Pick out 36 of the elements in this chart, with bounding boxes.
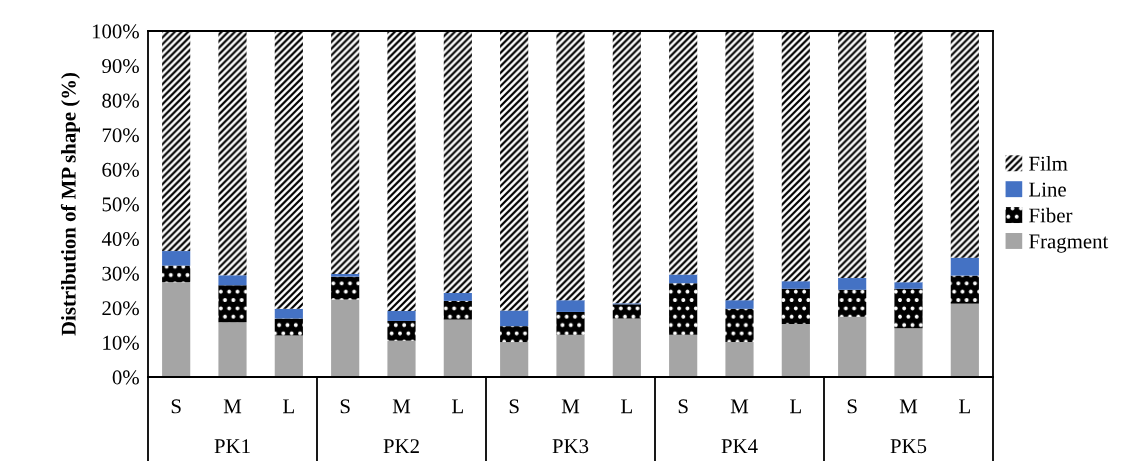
x-tick-label: S [678,399,688,414]
text: PK3 [552,439,589,454]
x-tick-label: M [561,399,580,414]
x-tick-label: S [340,399,350,414]
y-tick-label: 80% [102,93,139,108]
legend-label: Film [1029,156,1068,171]
text: PK1 [214,439,250,453]
text: PK2 [383,439,419,453]
x-tick-label: M [730,399,749,414]
x-tick-label: L [959,399,970,414]
x-tick-label: S [509,399,519,414]
x-tick-label: L [790,399,801,414]
y-tick-label: 40% [101,231,139,247]
y-tick-label: 0% [112,370,139,385]
x-tick-label: L [452,399,463,414]
x-tick-label: S [847,399,857,414]
legend-label: Fiber [1029,207,1073,223]
y-tick-label: 60% [102,162,139,177]
y-tick-label: 50% [102,197,139,212]
x-tick-label: M [392,399,411,414]
text: PK5 [890,439,927,454]
y-tick-label: 70% [102,128,139,143]
x-tick-label: S [171,399,181,414]
x-tick-label: M [223,399,242,414]
y-tick-label: 10% [103,335,139,350]
x-tick-label: M [899,399,918,414]
y-tick-label: 90% [102,58,139,74]
y-tick-label: 20% [102,301,139,316]
x-tick-label: L [283,399,294,414]
legend-label: Fragment [1029,234,1109,253]
legend-label: Line [1029,182,1066,197]
y-axis-title: Distribution of MP shape (%) [60,72,80,336]
y-tick-label: 30% [102,266,139,281]
text: PK4 [721,439,758,453]
y-tick-label: 100% [92,24,139,39]
x-tick-label: L [621,399,632,414]
